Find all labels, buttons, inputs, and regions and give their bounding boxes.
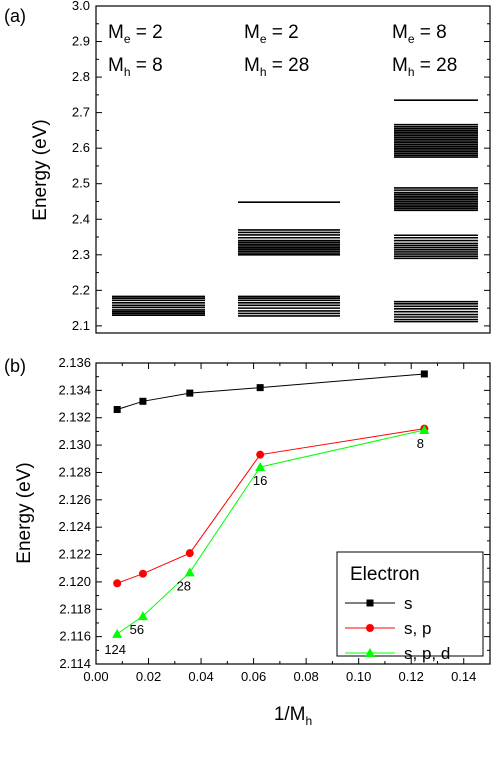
panel-b-x-tick-label: 0.12 — [399, 669, 424, 684]
data-point-square — [139, 397, 147, 405]
data-point-triangle — [184, 567, 195, 577]
panel-a-y-tick-label: 3.0 — [72, 0, 90, 13]
panel-b-y-tick-label: 2.114 — [59, 656, 91, 671]
panel-b-label: (b) — [4, 356, 26, 376]
column-header-mh: Mh = 28 — [244, 55, 309, 79]
panel-b-x-tick-label: 0.06 — [241, 669, 266, 684]
panel-a-y-ticks: 2.1 2.2 2.3 2.4 2.5 2.6 2.7 2.8 2.9 3.0 — [72, 0, 490, 333]
legend-entry-label: s, p — [404, 619, 431, 638]
panel-b-y-tick-label: 2.128 — [58, 464, 91, 479]
panel-a-y-axis-label: Energy (eV) — [30, 119, 51, 220]
column-header-mh: Mh = 28 — [392, 55, 457, 79]
data-point-triangle — [255, 461, 266, 471]
panel-b-y-tick-label: 2.120 — [58, 574, 91, 589]
legend-marker-square — [366, 599, 374, 607]
point-label: 8 — [417, 436, 424, 451]
panel-b-x-tick-label: 0.02 — [136, 669, 161, 684]
panel-b-y-tick-label: 2.124 — [58, 519, 91, 534]
column-header-me: Me = 2 — [108, 22, 163, 46]
legend-items: s s, p s, p, d — [345, 594, 450, 663]
data-point-square — [256, 384, 264, 392]
panel-a-y-tick-label: 2.7 — [72, 105, 90, 120]
column-header-me: Me = 2 — [244, 22, 299, 46]
column-header-mh: Mh = 8 — [108, 55, 163, 79]
legend-entry-label: s — [404, 594, 413, 613]
panel-b: (b) 2.1142.1162.1182.1202.1222.1242.1262… — [4, 355, 491, 728]
legend-box — [336, 551, 484, 657]
panel-b-y-tick-label: 2.136 — [58, 355, 91, 370]
panel-b-y-tick-label: 2.118 — [59, 601, 91, 616]
panel-a-y-tick-label: 2.6 — [72, 140, 90, 155]
legend-marker-circle — [366, 624, 374, 632]
panel-b-y-axis-label: Energy (eV) — [14, 462, 35, 563]
panel-a-levels — [112, 99, 478, 323]
legend-entry-label: s, p, d — [404, 644, 450, 663]
data-point-triangle — [112, 628, 123, 638]
panel-b-y-tick-label: 2.116 — [59, 629, 91, 644]
panel-a-y-tick-label: 2.5 — [72, 176, 90, 191]
panel-b-point-labels: 124 56 28 16 8 — [104, 436, 424, 657]
legend: Electron s s, p s, p, d — [336, 551, 484, 663]
panel-b-y-tick-label: 2.130 — [58, 437, 91, 452]
panel-a-y-tick-label: 2.1 — [72, 318, 90, 333]
panel-a: (a) 2.1 2.2 2.3 2.4 2.5 2.6 2.7 2.8 2.9 3.0 Me = … — [4, 0, 491, 334]
panel-b-y-tick-label: 2.132 — [58, 410, 91, 425]
panel-b-x-tick-label: 0.10 — [346, 669, 371, 684]
data-point-circle — [113, 579, 122, 588]
panel-b-x-tick-label: 0.14 — [451, 669, 476, 684]
series-line — [117, 373, 425, 410]
point-label: 56 — [130, 622, 144, 637]
panel-a-y-tick-label: 2.3 — [72, 247, 90, 262]
panel-b-y-tick-label: 2.122 — [58, 547, 91, 562]
panel-a-headers: Me = 2 Mh = 8 Me = 2 Mh = 28 Me = 8 Mh = 28 — [108, 22, 457, 79]
panel-b-y-tick-label: 2.126 — [58, 492, 91, 507]
panel-b-x-tick-label: 0.04 — [188, 669, 213, 684]
panel-b-x-ticks: 0.00 0.02 0.04 0.06 0.08 0.10 0.12 0.14 — [83, 363, 476, 684]
panel-b-x-tick-label: 0.08 — [293, 669, 318, 684]
data-point-triangle — [419, 425, 430, 435]
panel-a-y-tick-label: 2.4 — [72, 211, 90, 226]
point-label: 124 — [104, 642, 126, 657]
panel-b-y-tick-label: 2.134 — [58, 382, 91, 397]
panel-b-series — [112, 370, 430, 638]
data-point-triangle — [137, 611, 148, 621]
column-header-me: Me = 8 — [392, 22, 447, 46]
data-point-circle — [185, 549, 194, 558]
point-label: 16 — [253, 473, 267, 488]
panel-a-frame — [95, 5, 491, 334]
data-point-square — [186, 389, 194, 397]
data-point-circle — [138, 569, 147, 578]
panel-b-x-tick-label: 0.00 — [83, 669, 108, 684]
legend-title: Electron — [350, 564, 420, 585]
data-point-circle — [256, 450, 265, 459]
panel-a-y-tick-label: 2.2 — [72, 282, 90, 297]
panel-a-y-tick-label: 2.8 — [72, 69, 90, 84]
panel-b-y-ticks: 2.114 2.116 2.118 2.120 2.122 2.124 2.126 2.128… — [58, 355, 490, 671]
data-point-square — [113, 406, 121, 414]
panel-a-y-tick-label: 2.9 — [72, 34, 90, 49]
panel-a-label: (a) — [4, 6, 26, 26]
point-label: 28 — [177, 578, 191, 593]
data-point-square — [420, 370, 428, 378]
panel-b-x-axis-label: 1/Mh — [274, 704, 312, 728]
legend-marker-triangle — [365, 648, 375, 657]
